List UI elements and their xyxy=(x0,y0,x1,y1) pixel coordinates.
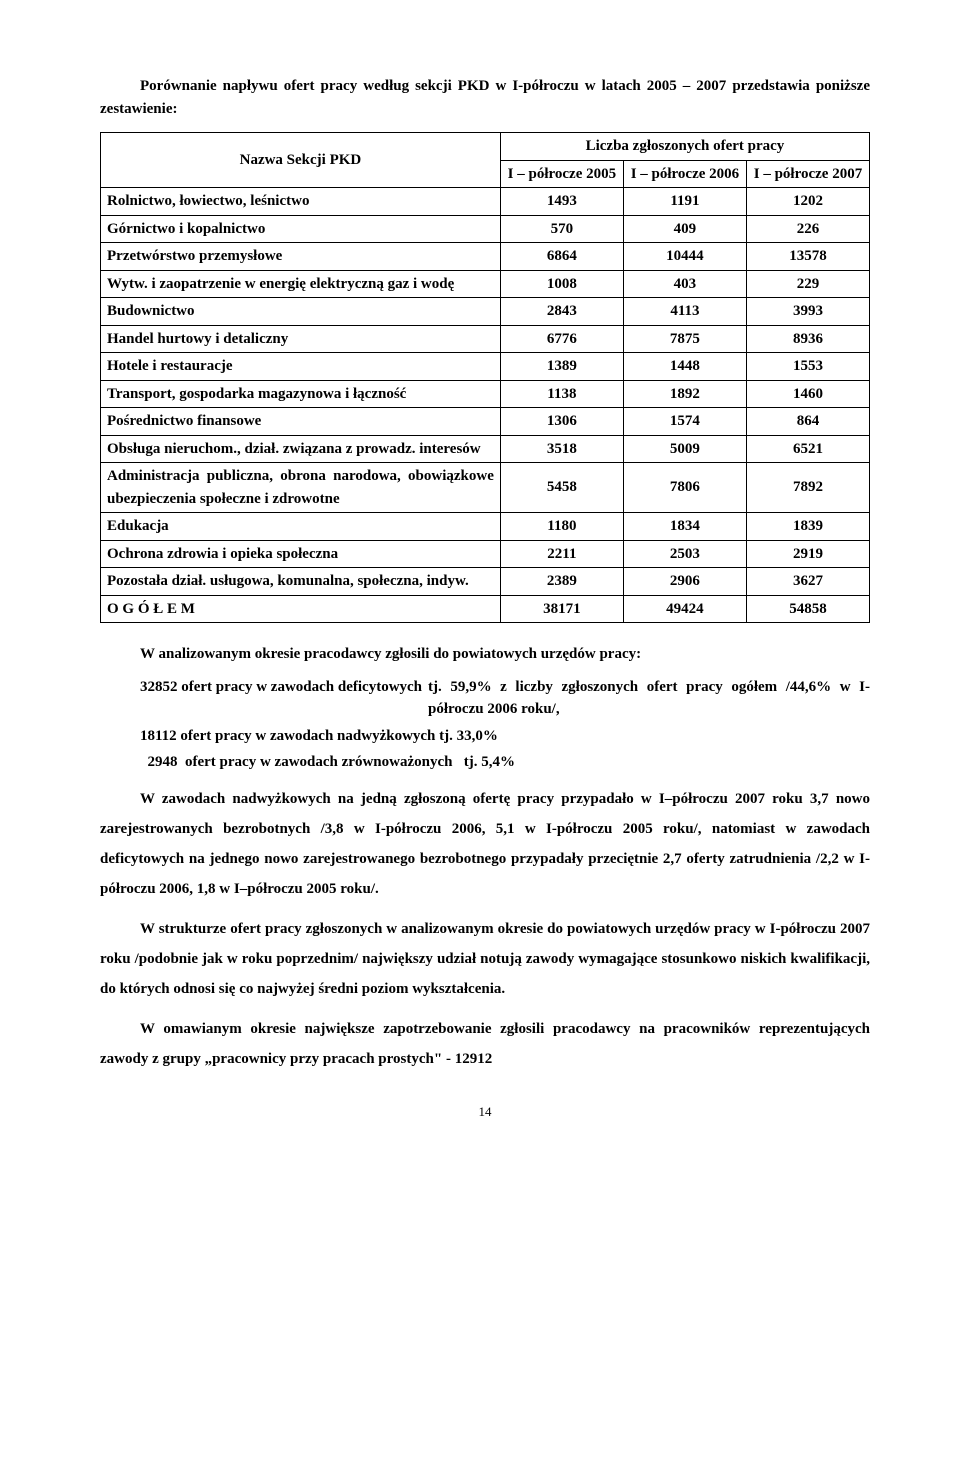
row-value: 226 xyxy=(746,215,869,243)
row-name: Budownictwo xyxy=(101,298,501,326)
row-value: 570 xyxy=(500,215,623,243)
table-row: Handel hurtowy i detaliczny677678758936 xyxy=(101,325,870,353)
row-value: 1008 xyxy=(500,270,623,298)
row-value: 2843 xyxy=(500,298,623,326)
row-name: Wytw. i zaopatrzenie w energię elektrycz… xyxy=(101,270,501,298)
row-value: 409 xyxy=(623,215,746,243)
intro-paragraph: Porównanie napływu ofert pracy według se… xyxy=(100,75,870,120)
table-row: O G Ó Ł E M381714942454858 xyxy=(101,595,870,623)
row-name: Rolnictwo, łowiectwo, leśnictwo xyxy=(101,188,501,216)
row-value: 3518 xyxy=(500,435,623,463)
after-table-text: W analizowanym okresie pracodawcy zgłosi… xyxy=(100,643,870,666)
row-value: 6776 xyxy=(500,325,623,353)
row-value: 1448 xyxy=(623,353,746,381)
row-value: 5009 xyxy=(623,435,746,463)
row-value: 13578 xyxy=(746,243,869,271)
table-row: Administracja publiczna, obrona narodowa… xyxy=(101,463,870,513)
row-name: Górnictwo i kopalnictwo xyxy=(101,215,501,243)
row-value: 7892 xyxy=(746,463,869,513)
table-row: Ochrona zdrowia i opieka społeczna221125… xyxy=(101,540,870,568)
row-name: Pozostała dział. usługowa, komunalna, sp… xyxy=(101,568,501,596)
deficit-right: tj. 59,9% z liczby zgłoszonych ofert pra… xyxy=(428,676,870,721)
row-value: 1834 xyxy=(623,513,746,541)
row-value: 2503 xyxy=(623,540,746,568)
row-value: 3627 xyxy=(746,568,869,596)
table-row: Rolnictwo, łowiectwo, leśnictwo149311911… xyxy=(101,188,870,216)
row-value: 7806 xyxy=(623,463,746,513)
para-1: W zawodach nadwyżkowych na jedną zgłoszo… xyxy=(100,784,870,904)
row-name: Administracja publiczna, obrona narodowa… xyxy=(101,463,501,513)
row-name: Transport, gospodarka magazynowa i łączn… xyxy=(101,380,501,408)
table-row: Obsługa nieruchom., dział. związana z pr… xyxy=(101,435,870,463)
row-name: Edukacja xyxy=(101,513,501,541)
table-row: Przetwórstwo przemysłowe68641044413578 xyxy=(101,243,870,271)
row-name: O G Ó Ł E M xyxy=(101,595,501,623)
row-value: 6521 xyxy=(746,435,869,463)
row-name: Przetwórstwo przemysłowe xyxy=(101,243,501,271)
row-value: 1389 xyxy=(500,353,623,381)
row-name: Handel hurtowy i detaliczny xyxy=(101,325,501,353)
row-value: 1574 xyxy=(623,408,746,436)
row-value: 864 xyxy=(746,408,869,436)
row-value: 4113 xyxy=(623,298,746,326)
row-value: 2906 xyxy=(623,568,746,596)
deficit-line: 32852 ofert pracy w zawodach deficytowyc… xyxy=(140,676,870,721)
col-header-0: I – półrocze 2005 xyxy=(500,160,623,188)
row-value: 7875 xyxy=(623,325,746,353)
para-3: W omawianym okresie największe zapotrzeb… xyxy=(100,1014,870,1074)
table-row: Edukacja118018341839 xyxy=(101,513,870,541)
table-row: Pozostała dział. usługowa, komunalna, sp… xyxy=(101,568,870,596)
row-value: 8936 xyxy=(746,325,869,353)
row-value: 5458 xyxy=(500,463,623,513)
row-name: Ochrona zdrowia i opieka społeczna xyxy=(101,540,501,568)
row-value: 1306 xyxy=(500,408,623,436)
table-row: Hotele i restauracje138914481553 xyxy=(101,353,870,381)
row-value: 1191 xyxy=(623,188,746,216)
para-2: W strukturze ofert pracy zgłoszonych w a… xyxy=(100,914,870,1004)
table-row: Transport, gospodarka magazynowa i łączn… xyxy=(101,380,870,408)
row-value: 1493 xyxy=(500,188,623,216)
col-name-header: Nazwa Sekcji PKD xyxy=(101,133,501,188)
surplus-line: 18112 ofert pracy w zawodach nadwyżkowyc… xyxy=(140,725,870,748)
row-value: 2389 xyxy=(500,568,623,596)
deficit-left: 32852 ofert pracy w zawodach deficytowyc… xyxy=(140,676,428,721)
pkd-table: Nazwa Sekcji PKD Liczba zgłoszonych ofer… xyxy=(100,132,870,623)
row-value: 1839 xyxy=(746,513,869,541)
row-name: Hotele i restauracje xyxy=(101,353,501,381)
row-value: 1892 xyxy=(623,380,746,408)
row-value: 403 xyxy=(623,270,746,298)
col-header-2: I – półrocze 2007 xyxy=(746,160,869,188)
row-value: 229 xyxy=(746,270,869,298)
row-value: 1180 xyxy=(500,513,623,541)
table-row: Wytw. i zaopatrzenie w energię elektrycz… xyxy=(101,270,870,298)
row-name: Pośrednictwo finansowe xyxy=(101,408,501,436)
table-row: Górnictwo i kopalnictwo570409226 xyxy=(101,215,870,243)
row-value: 54858 xyxy=(746,595,869,623)
table-row: Pośrednictwo finansowe13061574864 xyxy=(101,408,870,436)
row-value: 1202 xyxy=(746,188,869,216)
col-header-1: I – półrocze 2006 xyxy=(623,160,746,188)
row-value: 49424 xyxy=(623,595,746,623)
table-row: Budownictwo284341133993 xyxy=(101,298,870,326)
row-value: 2919 xyxy=(746,540,869,568)
row-value: 1553 xyxy=(746,353,869,381)
row-value: 6864 xyxy=(500,243,623,271)
row-value: 3993 xyxy=(746,298,869,326)
super-header: Liczba zgłoszonych ofert pracy xyxy=(500,133,869,161)
row-value: 1138 xyxy=(500,380,623,408)
row-value: 1460 xyxy=(746,380,869,408)
row-value: 2211 xyxy=(500,540,623,568)
row-value: 10444 xyxy=(623,243,746,271)
row-name: Obsługa nieruchom., dział. związana z pr… xyxy=(101,435,501,463)
row-value: 38171 xyxy=(500,595,623,623)
page-number: 14 xyxy=(100,1102,870,1122)
balanced-line: 2948 ofert pracy w zawodach zrównoważony… xyxy=(140,751,870,774)
